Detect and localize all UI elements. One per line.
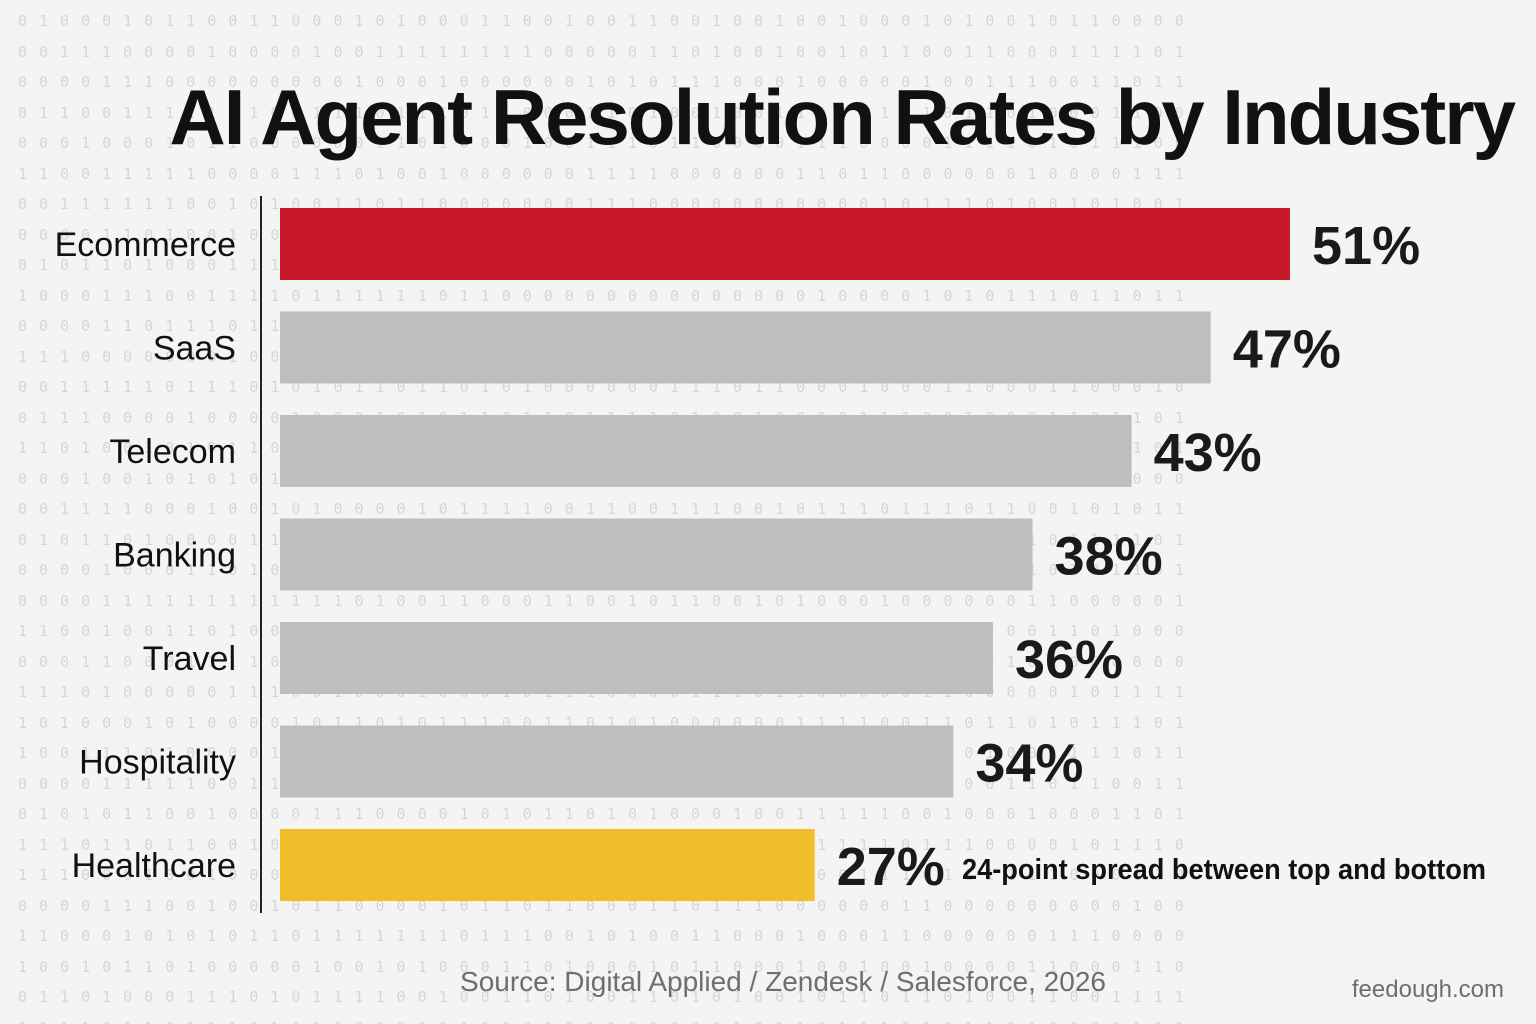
chart-annotation: 24-point spread between top and bottom — [962, 854, 1486, 886]
value-label-telecom: 43% — [1154, 423, 1262, 483]
category-label-telecom: Telecom — [109, 433, 236, 471]
category-label-travel: Travel — [143, 640, 236, 678]
category-label-saas: SaaS — [153, 330, 236, 368]
bar-banking — [280, 518, 1033, 591]
brand-watermark: feedough.com — [1351, 976, 1504, 1003]
chart-title: AI Agent Resolution Rates by Industry — [169, 73, 1516, 161]
value-label-healthcare: 27% — [837, 837, 945, 897]
value-label-saas: 47% — [1233, 320, 1341, 380]
value-label-hospitality: 34% — [975, 734, 1083, 794]
bar-ecommerce — [280, 208, 1290, 280]
bar-saas — [280, 311, 1211, 384]
category-label-ecommerce: Ecommerce — [55, 226, 236, 264]
category-label-hospitality: Hospitality — [79, 744, 236, 782]
bar-telecom — [280, 415, 1132, 487]
value-label-travel: 36% — [1015, 630, 1123, 690]
bar-healthcare — [280, 829, 815, 901]
source-caption: Source: Digital Applied / Zendesk / Sale… — [460, 966, 1106, 997]
value-label-banking: 38% — [1055, 527, 1163, 587]
category-label-healthcare: Healthcare — [72, 847, 236, 885]
value-label-ecommerce: 51% — [1312, 216, 1420, 276]
bar-hospitality — [280, 725, 954, 798]
bar-travel — [280, 622, 993, 694]
category-label-banking: Banking — [113, 537, 236, 575]
